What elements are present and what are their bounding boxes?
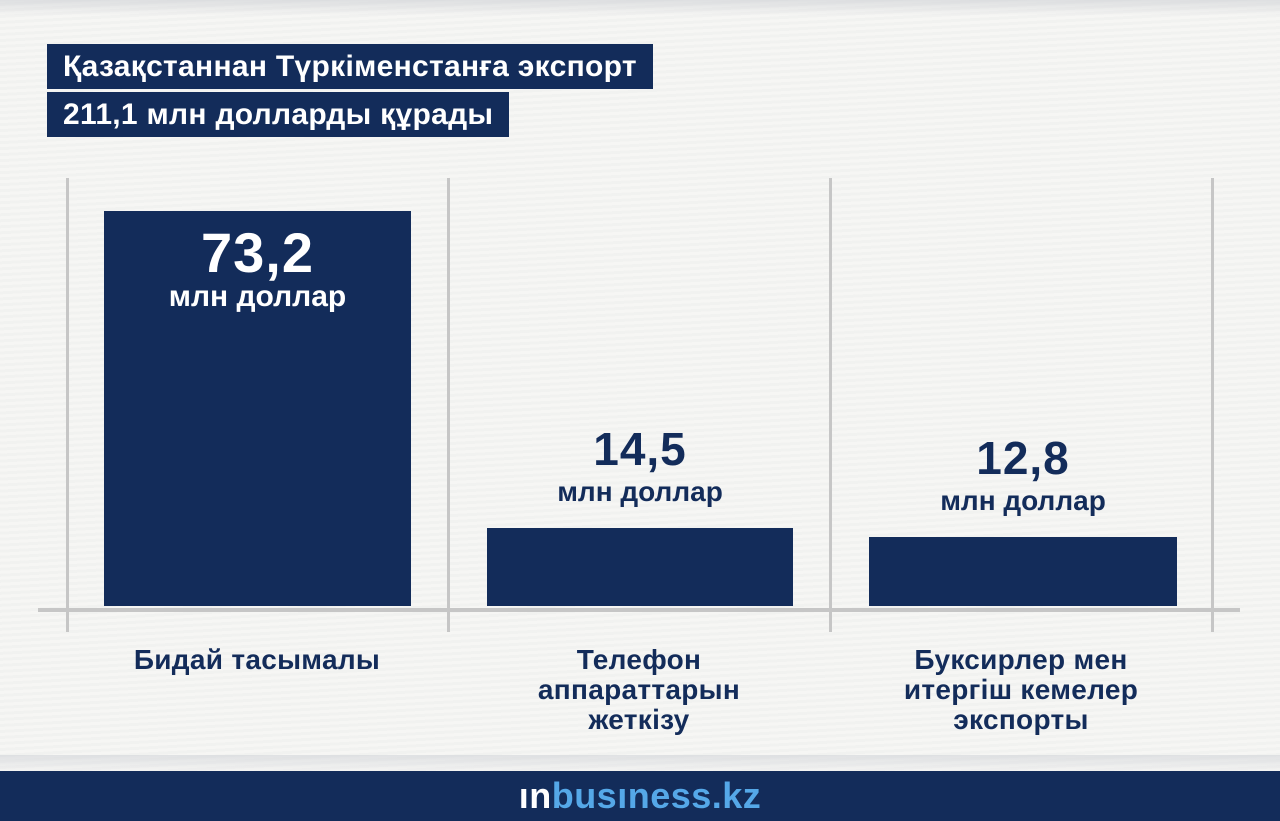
category-line: жеткізу	[588, 704, 690, 735]
category-line: Бидай тасымалы	[133, 644, 381, 675]
footer-bar: ınbusıness.kz	[0, 771, 1280, 821]
title-line-1: Қазақстаннан Түркіменстанға экспорт	[47, 44, 653, 89]
category-line: экспорты	[953, 704, 1089, 735]
grid-line-vertical-4	[1211, 178, 1214, 632]
logo-suffix: busıness.kz	[551, 775, 762, 816]
value-label-tugboats: 12,8 млн доллар	[869, 435, 1177, 515]
category-line: аппараттарын	[537, 674, 741, 705]
bar-telephone-devices	[487, 528, 793, 606]
logo-prefix: ın	[518, 775, 552, 816]
value-label-wheat: 73,2 млн доллар	[104, 225, 411, 313]
category-label-wheat: Бидай тасымалы	[67, 645, 447, 675]
category-line: Буксирлер мен	[914, 644, 1128, 675]
grid-line-vertical-1	[66, 178, 69, 632]
value-number: 73,2	[201, 221, 314, 284]
grid-line-vertical-3	[829, 178, 832, 632]
axis-baseline	[38, 608, 1240, 612]
paper-streak	[0, 755, 1280, 771]
value-unit: млн доллар	[168, 280, 347, 313]
category-label-phones: Телефон аппараттарын жеткізу	[448, 645, 830, 735]
title-line-2-text: 211,1 млн долларды құрады	[63, 98, 494, 131]
title-line-2: 211,1 млн долларды құрады	[47, 92, 510, 137]
title-line-1-text: Қазақстаннан Түркіменстанға экспорт	[63, 50, 637, 83]
value-unit: млн доллар	[557, 476, 723, 507]
inbusiness-logo: ınbusıness.kz	[519, 778, 762, 814]
grid-line-vertical-2	[447, 178, 450, 632]
value-unit: млн доллар	[940, 485, 1106, 516]
category-line: итергіш кемелер	[903, 674, 1139, 705]
title-block: Қазақстаннан Түркіменстанға экспорт 211,…	[47, 44, 653, 140]
category-label-tugboats: Буксирлер мен итергіш кемелер экспорты	[830, 645, 1212, 735]
value-number: 14,5	[593, 423, 687, 475]
value-number: 12,8	[976, 432, 1070, 484]
bar-tugboats-export	[869, 537, 1177, 606]
category-line: Телефон	[576, 644, 702, 675]
value-label-phones: 14,5 млн доллар	[487, 426, 793, 506]
bar-wheat-transport: 73,2 млн доллар	[104, 211, 411, 606]
